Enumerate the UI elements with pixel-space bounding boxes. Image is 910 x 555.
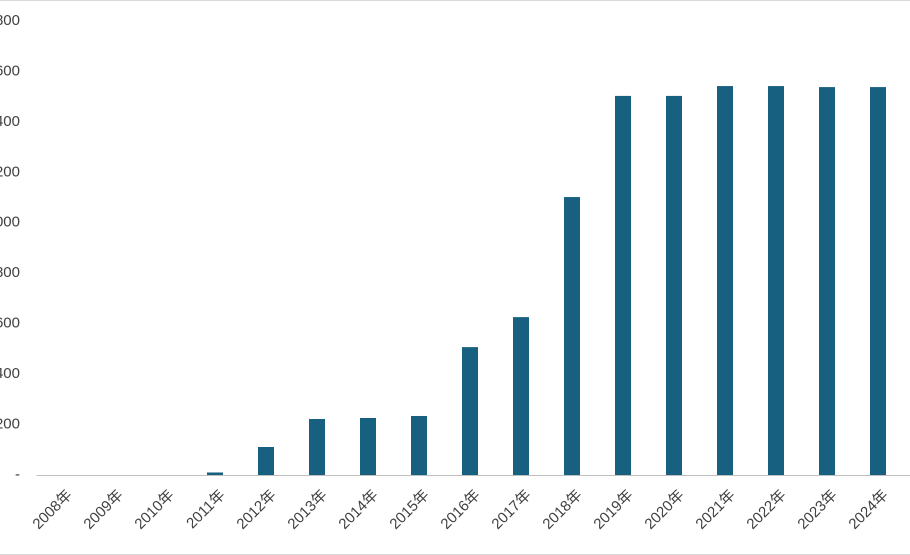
- x-tick-label: 2015年: [386, 487, 432, 533]
- y-tick-label: 1,600: [0, 62, 20, 79]
- x-tick-label: 2022年: [743, 487, 789, 533]
- bar: [870, 87, 886, 476]
- bar: [513, 317, 529, 475]
- bar: [360, 417, 376, 475]
- y-tick-label: 800: [0, 264, 20, 281]
- x-tick-label: 2021年: [692, 487, 738, 533]
- y-tick-label: 1,000: [0, 214, 20, 231]
- bar: [666, 95, 682, 475]
- y-tick-label: 600: [0, 315, 20, 332]
- x-tick-label: 2020年: [641, 487, 687, 533]
- x-tick-label: 2010年: [131, 487, 177, 533]
- y-tick-label: 1,800: [0, 12, 20, 29]
- bar: [207, 472, 223, 475]
- y-tick-label: 1,200: [0, 163, 20, 180]
- y-tick-label: 1,400: [0, 113, 20, 130]
- x-tick-label: 2019年: [590, 487, 636, 533]
- bar: [411, 415, 427, 475]
- y-tick-label: 200: [0, 416, 20, 433]
- x-tick-label: 2013年: [284, 487, 330, 533]
- x-tick-label: 2017年: [488, 487, 534, 533]
- y-tick-label: 400: [0, 365, 20, 382]
- bar: [309, 419, 325, 475]
- bar: [768, 86, 784, 475]
- x-tick-label: 2012年: [233, 487, 279, 533]
- bar: [258, 447, 274, 475]
- x-tick-label: 2009年: [80, 487, 126, 533]
- x-tick-label: 2023年: [794, 487, 840, 533]
- bar: [462, 347, 478, 475]
- bar: [564, 197, 580, 475]
- x-tick-label: 2024年: [845, 487, 891, 533]
- x-tick-label: 2018年: [539, 487, 585, 533]
- x-tick-label: 2008年: [29, 487, 75, 533]
- bar: [819, 87, 835, 476]
- bar: [717, 86, 733, 475]
- y-tick-label: -: [15, 466, 20, 483]
- x-tick-label: 2011年: [183, 487, 228, 532]
- x-tick-label: 2014年: [335, 487, 381, 533]
- x-tick-label: 2016年: [437, 487, 483, 533]
- bar: [615, 95, 631, 475]
